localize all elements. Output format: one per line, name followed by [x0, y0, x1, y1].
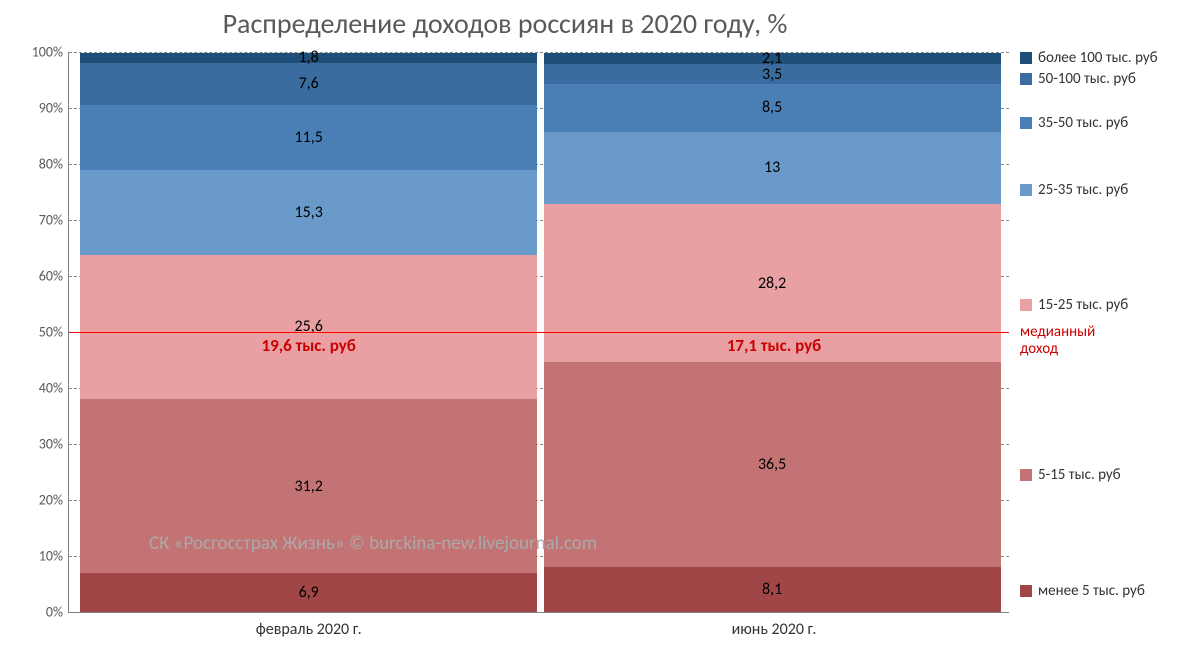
- legend-item-35_50: 35-50 тыс. руб: [1020, 114, 1128, 132]
- legend-swatch: [1020, 299, 1032, 311]
- segment-feb-15_25: 25,6: [80, 255, 537, 398]
- segment-jun-5_15: 36,5: [544, 362, 1001, 566]
- y-tick-label: 10%: [39, 548, 69, 565]
- legend-median-label: медианныйдоход: [1020, 324, 1095, 357]
- y-tick-label: 100%: [32, 44, 69, 61]
- x-axis-label: июнь 2020 г.: [732, 612, 817, 639]
- legend-swatch: [1020, 117, 1032, 129]
- segment-value-label: 13: [764, 158, 780, 177]
- y-tick-label: 0%: [46, 604, 69, 621]
- segment-feb-lt5: 6,9: [80, 573, 537, 612]
- segment-value-label: 28,2: [758, 274, 786, 293]
- legend-label: более 100 тыс. руб: [1038, 49, 1158, 67]
- legend-item-gt100: более 100 тыс. руб: [1020, 49, 1158, 67]
- segment-feb-gt100: 1,8: [80, 53, 537, 63]
- y-tick-label: 50%: [39, 324, 69, 341]
- income-distribution-chart: Распределение доходов россиян в 2020 год…: [0, 0, 1200, 658]
- legend-item-5_15: 5-15 тыс. руб: [1020, 466, 1121, 484]
- segment-feb-25_35: 15,3: [80, 170, 537, 256]
- legend-item-50_100: 50-100 тыс. руб: [1020, 70, 1136, 88]
- segment-value-label: 6,9: [299, 583, 319, 602]
- y-tick-label: 70%: [39, 212, 69, 229]
- legend-label: 15-25 тыс. руб: [1038, 296, 1128, 314]
- legend-item-25_35: 25-35 тыс. руб: [1020, 181, 1128, 199]
- legend-item-lt5: менее 5 тыс. руб: [1020, 582, 1145, 600]
- y-tick-label: 20%: [39, 492, 69, 509]
- median-line: [69, 332, 1009, 333]
- segment-jun-lt5: 8,1: [544, 567, 1001, 612]
- y-tick-label: 40%: [39, 380, 69, 397]
- median-value-jun: 17,1 тыс. руб: [727, 335, 821, 356]
- legend-item-15_25: 15-25 тыс. руб: [1020, 296, 1128, 314]
- segment-value-label: 31,2: [295, 477, 323, 496]
- y-tick-label: 30%: [39, 436, 69, 453]
- segment-value-label: 15,3: [295, 203, 323, 222]
- legend-swatch: [1020, 184, 1032, 196]
- segment-value-label: 2,1: [762, 49, 782, 68]
- legend: более 100 тыс. руб 50-100 тыс. руб 35-50 т…: [1020, 52, 1195, 612]
- segment-value-label: 8,5: [762, 98, 782, 117]
- y-tick-label: 80%: [39, 156, 69, 173]
- segment-feb-35_50: 11,5: [80, 105, 537, 169]
- legend-swatch: [1020, 585, 1032, 597]
- segment-value-label: 7,6: [299, 74, 319, 93]
- segment-feb-50_100: 7,6: [80, 63, 537, 106]
- legend-swatch: [1020, 52, 1032, 64]
- legend-label: 5-15 тыс. руб: [1038, 466, 1121, 484]
- segment-value-label: 8,1: [762, 580, 782, 599]
- x-axis-label: февраль 2020 г.: [256, 612, 362, 639]
- plot-area: 0%10%20%30%40%50%60%70%80%90%100%6,931,2…: [68, 52, 1009, 613]
- chart-title: Распределение доходов россиян в 2020 год…: [0, 6, 1010, 41]
- legend-swatch: [1020, 73, 1032, 85]
- segment-value-label: 1,8: [299, 48, 319, 67]
- y-tick-label: 90%: [39, 100, 69, 117]
- segment-value-label: 11,5: [295, 128, 323, 147]
- median-value-feb: 19,6 тыс. руб: [262, 335, 356, 356]
- legend-swatch: [1020, 469, 1032, 481]
- segment-jun-35_50: 8,5: [544, 84, 1001, 132]
- segment-jun-25_35: 13: [544, 132, 1001, 205]
- legend-label: 35-50 тыс. руб: [1038, 114, 1128, 132]
- legend-label: 50-100 тыс. руб: [1038, 70, 1136, 88]
- legend-label: 25-35 тыс. руб: [1038, 181, 1128, 199]
- y-tick-label: 60%: [39, 268, 69, 285]
- segment-value-label: 25,6: [295, 317, 323, 336]
- legend-label: менее 5 тыс. руб: [1038, 582, 1145, 600]
- segment-value-label: 36,5: [758, 455, 786, 474]
- segment-jun-gt100: 2,1: [544, 53, 1001, 65]
- segment-feb-5_15: 31,2: [80, 399, 537, 574]
